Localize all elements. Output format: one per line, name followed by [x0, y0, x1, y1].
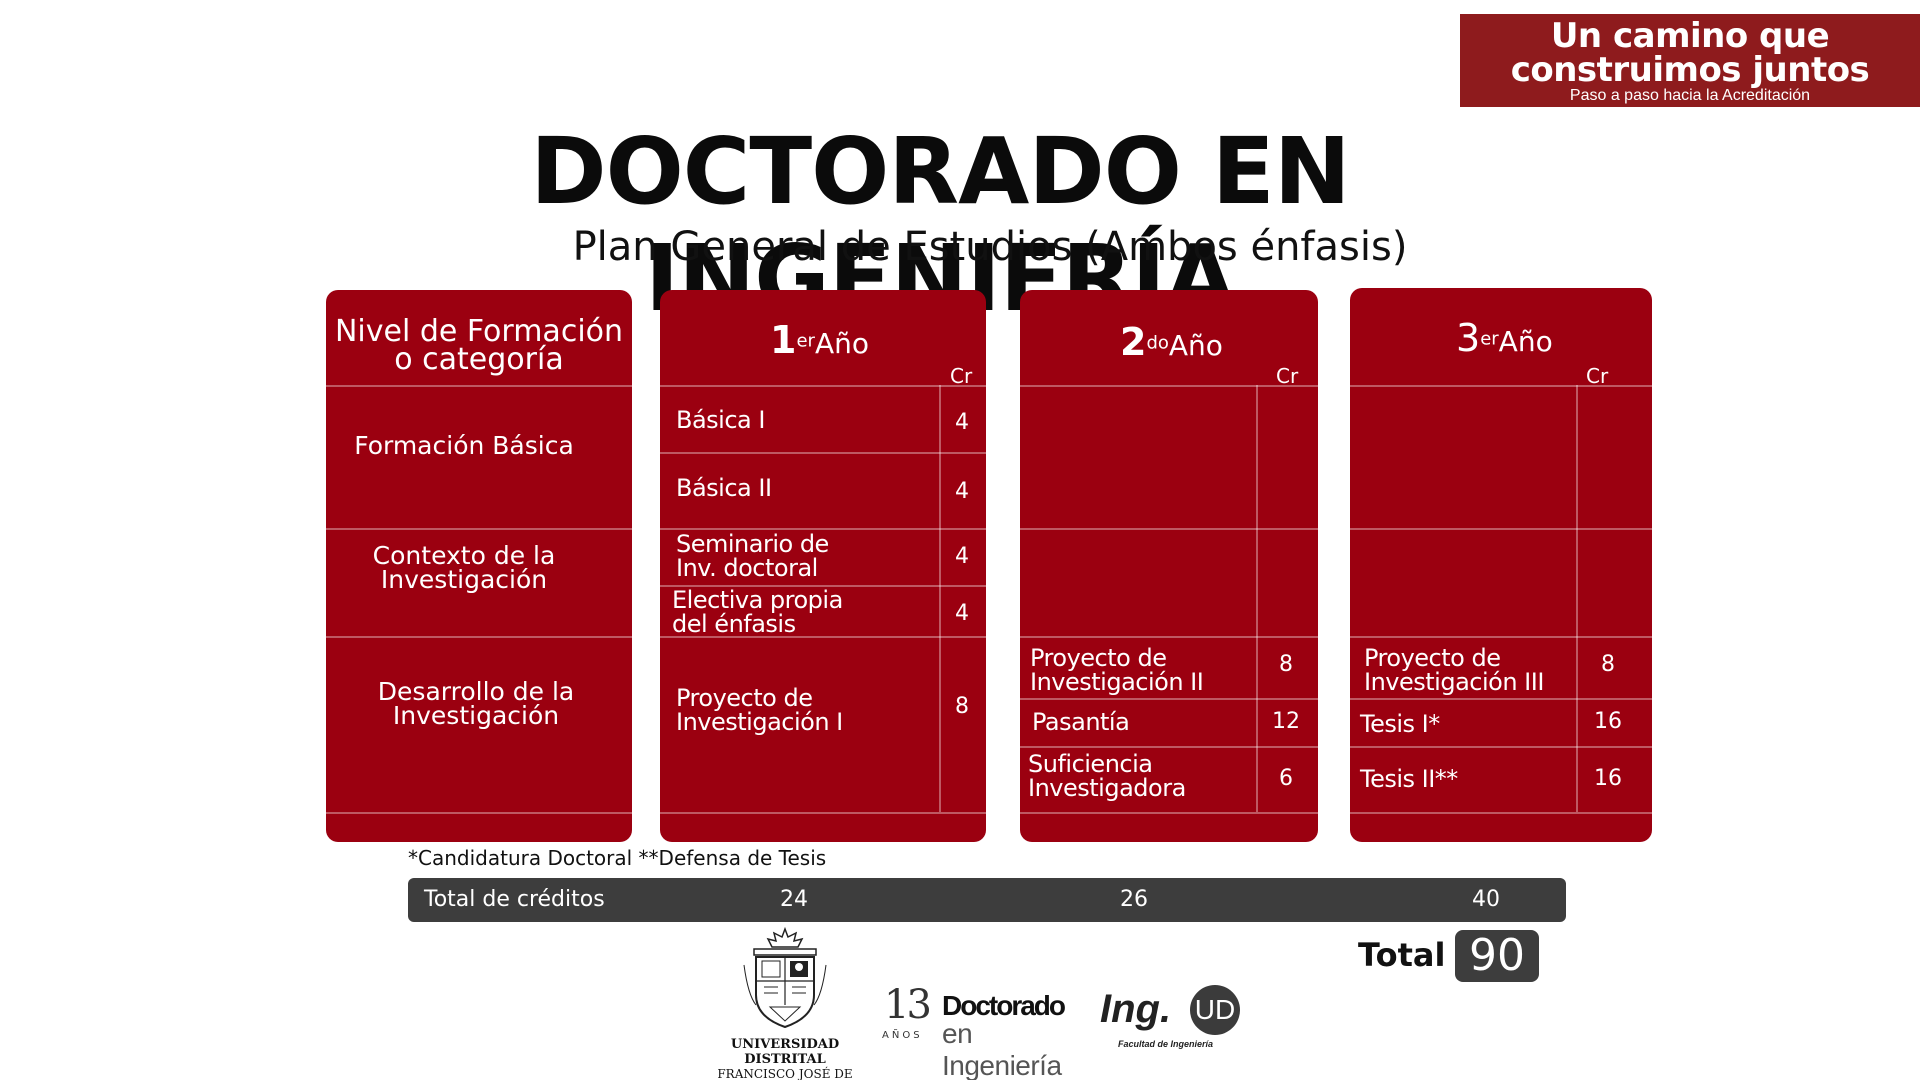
category-desarrollo-line-2: Investigación — [392, 701, 560, 730]
category-card: Nivel de Formación o categoría Formación… — [326, 290, 632, 842]
course-tesis-2: Tesis II** — [1360, 765, 1458, 793]
doctorado-logo: 13 AÑOS Doctorado en Ingeniería — [880, 980, 1090, 1080]
category-header: Nivel de Formación o categoría — [326, 314, 632, 377]
year-2-header: 2doAño — [1120, 320, 1223, 364]
category-desarrollo: Desarrollo de la Investigación — [326, 677, 626, 730]
category-contexto: Contexto de la Investigación — [326, 541, 602, 594]
doctorado-years-word: AÑOS — [882, 1030, 923, 1041]
university-crest-icon — [743, 926, 827, 1029]
year-1-suffix: er — [796, 330, 815, 352]
category-header-line-2: o categoría — [394, 342, 564, 377]
course-proyecto-2-line-2: Investigación II — [1030, 668, 1204, 696]
course-proyecto-2-line-1: Proyecto de — [1030, 644, 1167, 672]
course-proyecto-3-line-2: Investigación III — [1364, 668, 1544, 696]
year-3-suffix: er — [1480, 328, 1499, 350]
course-suficiencia-line-2: Investigadora — [1028, 774, 1186, 802]
doctorado-logo-line-2: en Ingeniería — [942, 1018, 1062, 1080]
credits-proyecto-2: 8 — [1279, 652, 1293, 677]
course-seminario-line-2: Inv. doctoral — [676, 554, 818, 582]
course-proyecto-3-line-1: Proyecto de — [1364, 644, 1501, 672]
year-2-card: 2doAño Cr Proyecto de Investigación II 8… — [1020, 290, 1318, 842]
course-proyecto-1-line-1: Proyecto de — [676, 684, 813, 712]
credits-basica-2: 4 — [955, 479, 969, 504]
footnote: *Candidatura Doctoral **Defensa de Tesis — [408, 846, 827, 870]
credits-pasantia: 12 — [1272, 709, 1300, 734]
total-credits-label: Total de créditos — [424, 887, 605, 912]
banner-line-3: Paso a paso hacia la Acreditación — [1569, 87, 1811, 104]
course-suficiencia-line-1: Suficiencia — [1028, 750, 1153, 778]
credits-proyecto-3: 8 — [1601, 652, 1615, 677]
year-1-word: Año — [814, 327, 869, 360]
faculty-logo-ud-badge: UD — [1190, 985, 1240, 1035]
year-2-word: Año — [1168, 329, 1223, 362]
total-year-3: 40 — [1472, 887, 1500, 912]
total-year-2: 26 — [1120, 887, 1148, 912]
university-name-line-1: UNIVERSIDAD DISTRITAL — [730, 1037, 840, 1067]
credits-electiva: 4 — [955, 601, 969, 626]
credits-tesis-2: 16 — [1594, 766, 1622, 791]
year-1-header: 1erAño — [770, 318, 869, 362]
faculty-logo-subtitle: Facultad de Ingeniería — [1118, 1039, 1214, 1049]
course-electiva: Electiva propia del énfasis — [672, 588, 843, 636]
course-electiva-line-2: del énfasis — [672, 610, 796, 638]
course-seminario-line-1: Seminario de — [676, 530, 829, 558]
category-basica: Formación Básica — [354, 431, 574, 460]
year-1-cr-label: Cr — [950, 364, 973, 388]
year-3-cr-label: Cr — [1586, 364, 1609, 388]
banner-line-1: Un camino que — [1550, 16, 1830, 56]
grand-total-value: 90 — [1455, 930, 1539, 982]
doctorado-logo-line-1: Doctorado — [942, 990, 1066, 1021]
university-logo: UNIVERSIDAD DISTRITAL FRANCISCO JOSÉ DE … — [700, 925, 870, 1080]
university-name-line-2: FRANCISCO JOSÉ DE CALDAS — [717, 1067, 853, 1080]
course-basica-1: Básica I — [676, 406, 765, 434]
doctorado-years-number: 13 — [884, 982, 932, 1028]
category-contexto-line-1: Contexto de la — [372, 541, 556, 570]
year-2-suffix: do — [1146, 332, 1169, 354]
banner-line-2: construimos juntos — [1510, 50, 1870, 90]
year-1-number: 1 — [770, 318, 797, 362]
total-year-1: 24 — [780, 887, 808, 912]
category-desarrollo-line-1: Desarrollo de la — [377, 677, 575, 706]
year-2-number: 2 — [1120, 320, 1147, 364]
credits-proyecto-1: 8 — [955, 694, 969, 719]
year-3-word: Año — [1498, 325, 1553, 358]
credits-seminario: 4 — [955, 544, 969, 569]
year-2-cr-label: Cr — [1276, 364, 1299, 388]
course-tesis-1: Tesis I* — [1360, 710, 1440, 738]
course-proyecto-1: Proyecto de Investigación I — [676, 686, 843, 734]
page-subtitle: Plan General de Estudios (Ambos énfasis) — [572, 224, 1408, 270]
course-basica-2: Básica II — [676, 474, 772, 502]
course-suficiencia: Suficiencia Investigadora — [1028, 752, 1186, 800]
faculty-logo-ing: Ing. — [1100, 987, 1172, 1031]
credits-suficiencia: 6 — [1279, 766, 1293, 791]
course-proyecto-2: Proyecto de Investigación II — [1030, 644, 1204, 696]
logo-strip: UNIVERSIDAD DISTRITAL FRANCISCO JOSÉ DE … — [0, 925, 1920, 1080]
category-contexto-line-2: Investigación — [380, 565, 548, 594]
page-title: DOCTORADO EN INGENIERÍA — [530, 118, 1351, 332]
year-1-card: 1erAño Cr Básica I 4 Básica II 4 Seminar… — [660, 290, 986, 842]
credits-tesis-1: 16 — [1594, 709, 1622, 734]
credits-basica-1: 4 — [955, 410, 969, 435]
accreditation-banner: Un camino que construimos juntos Paso a … — [1460, 14, 1920, 107]
category-header-line-1: Nivel de Formación — [334, 314, 624, 349]
course-proyecto-1-line-2: Investigación I — [676, 708, 843, 736]
course-proyecto-3: Proyecto de Investigación III — [1364, 646, 1544, 694]
grand-total-label: Total — [1358, 936, 1446, 974]
course-electiva-line-1: Electiva propia — [672, 586, 843, 614]
credits-total-bar: Total de créditos 24 26 40 — [408, 878, 1566, 922]
faculty-logo: Ing. UD Facultad de Ingeniería — [1100, 985, 1250, 1067]
year-3-number: 3 — [1456, 316, 1481, 360]
year-3-header: 3erAño — [1456, 316, 1553, 360]
course-seminario: Seminario de Inv. doctoral — [676, 532, 829, 580]
course-pasantia: Pasantía — [1032, 708, 1130, 736]
year-3-card: 3erAño Cr Proyecto de Investigación III … — [1350, 288, 1652, 842]
